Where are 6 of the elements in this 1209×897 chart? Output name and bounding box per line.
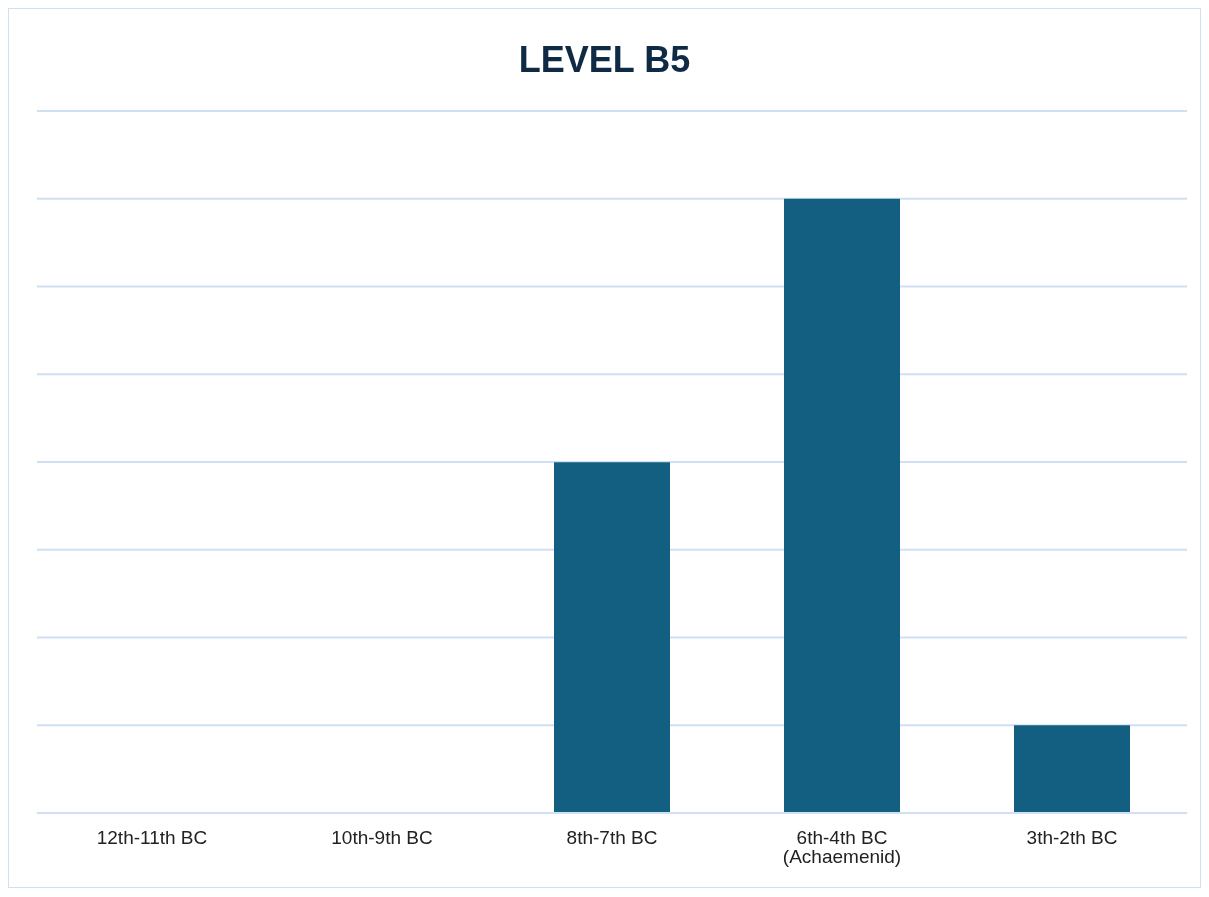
- x-tick-label: 12th-11th BC: [96, 827, 208, 849]
- x-tick-label: 10th-9th BC: [331, 827, 433, 849]
- x-tick-label: 6th-4th BC (Achaemenid): [782, 827, 902, 868]
- chart-title: LEVEL B5: [517, 38, 692, 80]
- x-tick-label: 3th-2th BC: [1026, 827, 1118, 849]
- x-tick-label: 8th-7th BC: [566, 827, 658, 849]
